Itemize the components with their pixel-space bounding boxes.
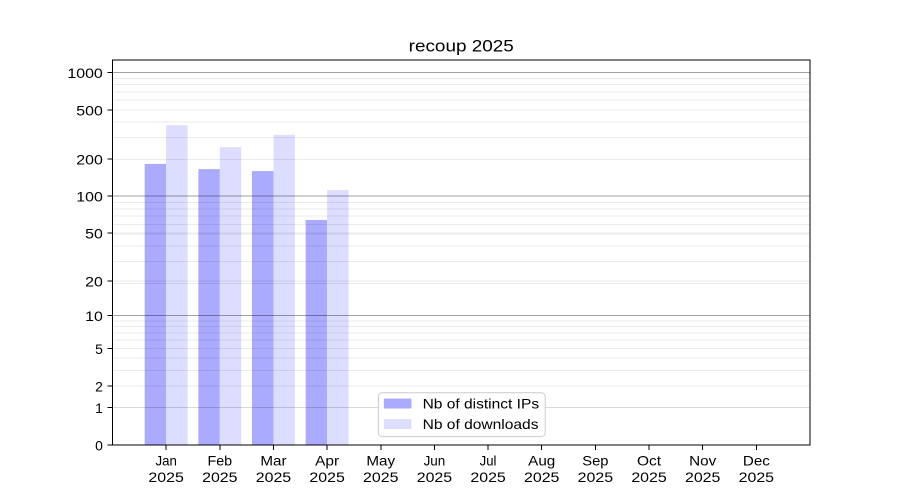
svg-text:100: 100 xyxy=(76,189,103,205)
svg-text:Nov: Nov xyxy=(689,452,716,468)
svg-text:2025: 2025 xyxy=(148,469,184,485)
svg-text:20: 20 xyxy=(85,273,103,289)
svg-text:2025: 2025 xyxy=(578,469,614,485)
svg-text:2025: 2025 xyxy=(524,469,560,485)
svg-text:2025: 2025 xyxy=(363,469,399,485)
svg-text:2: 2 xyxy=(95,378,103,394)
svg-text:Jan: Jan xyxy=(155,452,176,468)
svg-text:Oct: Oct xyxy=(637,452,661,468)
svg-text:500: 500 xyxy=(76,102,103,118)
svg-text:Nb of downloads: Nb of downloads xyxy=(423,416,539,432)
svg-text:1000: 1000 xyxy=(67,65,103,81)
svg-text:1: 1 xyxy=(95,400,103,416)
svg-text:Dec: Dec xyxy=(743,452,770,468)
svg-text:Feb: Feb xyxy=(208,452,233,468)
svg-text:Apr: Apr xyxy=(315,452,339,468)
svg-text:Sep: Sep xyxy=(582,452,608,468)
svg-text:2025: 2025 xyxy=(685,469,721,485)
svg-text:2025: 2025 xyxy=(256,469,292,485)
svg-text:2025: 2025 xyxy=(470,469,506,485)
svg-text:Jun: Jun xyxy=(424,452,446,468)
svg-text:Aug: Aug xyxy=(528,452,555,468)
svg-text:2025: 2025 xyxy=(631,469,667,485)
svg-text:50: 50 xyxy=(85,226,103,242)
svg-text:2025: 2025 xyxy=(309,469,345,485)
svg-text:2025: 2025 xyxy=(202,469,238,485)
svg-text:0: 0 xyxy=(95,438,103,454)
svg-text:Nb of distinct IPs: Nb of distinct IPs xyxy=(423,396,540,412)
svg-text:200: 200 xyxy=(76,152,103,168)
svg-text:Jul: Jul xyxy=(480,452,497,468)
svg-text:5: 5 xyxy=(95,341,103,357)
svg-text:May: May xyxy=(366,452,395,468)
svg-text:10: 10 xyxy=(85,308,103,324)
svg-text:2025: 2025 xyxy=(739,469,775,485)
svg-text:recoup 2025: recoup 2025 xyxy=(409,37,514,56)
svg-text:Mar: Mar xyxy=(260,452,287,468)
svg-text:2025: 2025 xyxy=(417,469,453,485)
